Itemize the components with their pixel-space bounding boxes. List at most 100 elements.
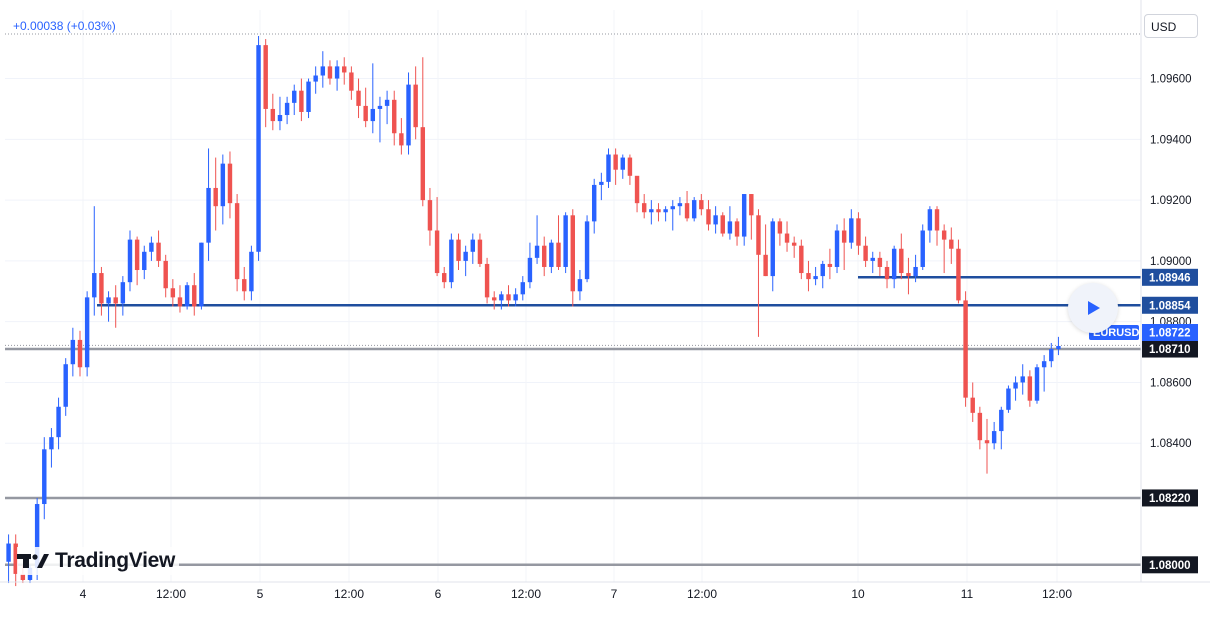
candle-body: [520, 282, 526, 295]
candle-body: [484, 263, 490, 298]
candle-body: [342, 66, 347, 73]
currency-button[interactable]: USD: [1144, 14, 1198, 38]
play-button[interactable]: [1068, 283, 1118, 333]
candle-body: [749, 194, 754, 216]
candle-body: [827, 263, 833, 267]
candle-body: [92, 273, 97, 298]
candle-body: [584, 221, 590, 280]
candle-body: [920, 230, 925, 267]
candle-body: [127, 239, 133, 283]
price-tick-label: 1.08600: [1150, 377, 1192, 389]
candle-body: [984, 440, 990, 444]
candle-body: [392, 99, 397, 134]
candle-body: [813, 276, 818, 280]
candle-body: [727, 221, 733, 234]
candle-body: [163, 260, 168, 289]
time-tick-label: 12:00: [511, 587, 541, 601]
candle-body: [334, 66, 340, 79]
candle-body: [156, 242, 161, 261]
time-tick-label: 6: [435, 587, 442, 601]
price-tick-label: 1.08400: [1150, 438, 1192, 450]
candle-body: [549, 242, 554, 267]
candle-body: [534, 245, 540, 258]
candle-body: [927, 209, 933, 231]
candle-body: [463, 251, 468, 261]
level-tag: [1142, 296, 1198, 314]
candle-body: [641, 203, 647, 213]
candle-body: [863, 245, 868, 261]
candle-body: [656, 209, 661, 213]
level-value: 1.08854: [1149, 300, 1191, 312]
candle-body: [784, 233, 790, 243]
candle-body: [449, 239, 454, 283]
candle-body: [349, 72, 354, 91]
candle-body: [599, 181, 604, 185]
candle-body: [627, 157, 633, 176]
time-tick-label: 7: [611, 587, 618, 601]
candle-body: [277, 115, 283, 122]
candle-body: [849, 218, 854, 243]
candle-body: [884, 266, 890, 280]
candle-body: [977, 412, 983, 441]
candle-body: [1013, 382, 1018, 389]
play-icon: [1088, 301, 1100, 315]
candle-body: [941, 230, 947, 240]
candle-body: [856, 218, 861, 246]
candle-body: [120, 282, 126, 304]
candle-body: [184, 285, 190, 307]
candle-body: [991, 431, 997, 444]
time-tick-label: 12:00: [334, 587, 364, 601]
candle-body: [770, 221, 775, 277]
time-axis[interactable]: 4 12:00 5 12:00 6 12:00 7 12:00 10 11 12:00: [80, 587, 1073, 601]
candle-body: [263, 45, 268, 109]
candle-body: [606, 154, 611, 182]
candle-body: [949, 239, 954, 249]
grid: [5, 10, 1141, 582]
candle-body: [1041, 361, 1047, 368]
price-tick-label: 1.09000: [1150, 256, 1192, 268]
candle-body: [663, 209, 668, 213]
candle-body: [1027, 376, 1033, 401]
candle-body: [242, 279, 247, 292]
candle-body: [1049, 349, 1054, 362]
candle-body: [20, 573, 26, 580]
candle-body: [734, 221, 740, 237]
price-change-label: +0.00038 (+0.03%): [13, 19, 116, 33]
candle-body: [320, 66, 326, 76]
candle-body: [113, 297, 118, 304]
candle-body: [327, 66, 333, 79]
candle-body: [713, 215, 718, 225]
candle-body: [363, 105, 368, 122]
candle-body: [956, 248, 961, 301]
candle-body: [99, 273, 104, 304]
candle-body: [620, 157, 625, 170]
candle-body: [77, 339, 83, 368]
candle-body: [377, 105, 383, 109]
candle-body: [699, 200, 704, 210]
level-tag: [1142, 268, 1198, 286]
candle-body: [13, 543, 18, 574]
tradingview-logo[interactable]: TradingView: [17, 547, 180, 575]
price-axis[interactable]: 1.096001.094001.092001.090001.088001.086…: [1150, 74, 1192, 451]
candle-body: [527, 257, 533, 283]
candle-body: [556, 242, 561, 267]
candle-body: [206, 187, 211, 243]
level-tag: [1142, 340, 1198, 358]
last-price-value: 1.08722: [1149, 328, 1191, 340]
time-tick-label: 12:00: [687, 587, 717, 601]
candle-body: [756, 215, 761, 255]
candle-body: [499, 294, 504, 301]
candle-body: [313, 75, 318, 82]
candle-body: [791, 242, 797, 246]
price-tick-label: 1.09600: [1150, 74, 1192, 86]
candle-body: [427, 200, 433, 231]
level-value: 1.08710: [1149, 344, 1191, 356]
time-tick-label: 12:00: [156, 587, 186, 601]
level-tag: [1142, 556, 1198, 574]
candle-body: [477, 239, 483, 264]
candle-body: [834, 230, 840, 267]
candle-body: [192, 285, 197, 307]
candle-body: [456, 239, 461, 261]
